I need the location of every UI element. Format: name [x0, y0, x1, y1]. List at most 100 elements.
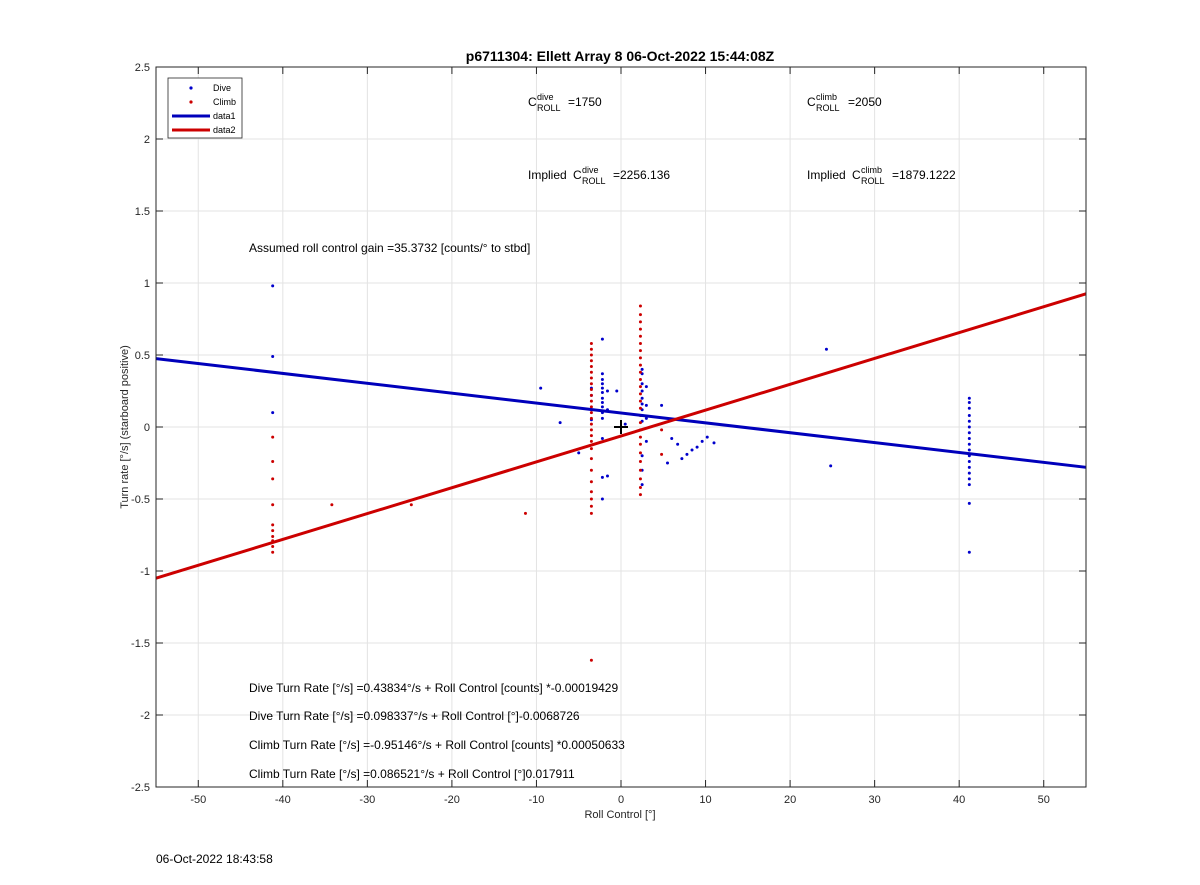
data-point [589, 341, 593, 345]
data-point [644, 385, 648, 389]
x-tick-label: -40 [275, 794, 291, 806]
data-point [695, 445, 699, 449]
data-point [712, 441, 716, 445]
y-tick-label: 1.5 [135, 206, 150, 218]
x-tick-label: 30 [869, 794, 881, 806]
data-point [589, 353, 593, 357]
data-point [271, 284, 275, 288]
data-point [640, 389, 644, 393]
gain-annotation: Assumed roll control gain =35.3732 [coun… [249, 241, 530, 255]
data-point [638, 370, 642, 374]
c-sub: ROLL [816, 103, 840, 113]
legend-climb-marker [189, 100, 193, 104]
data-point [967, 465, 971, 469]
data-point [589, 434, 593, 438]
x-tick-label: -10 [529, 794, 545, 806]
series-dive [271, 284, 971, 554]
c-sup: dive [537, 92, 554, 102]
legend-climb-label: Climb [213, 97, 236, 107]
implied-climb-annotation: Implied C climb ROLL =1879.1222 [807, 165, 956, 186]
data-point [638, 341, 642, 345]
data-point [589, 457, 593, 461]
data-point [638, 363, 642, 367]
data-point [660, 452, 664, 456]
data-point [638, 406, 642, 410]
data-point [600, 390, 604, 394]
data-point [589, 439, 593, 443]
data-point [640, 483, 644, 487]
data-point [666, 461, 669, 465]
data-point [660, 428, 664, 432]
data-point [829, 464, 833, 468]
data-point [623, 422, 627, 426]
y-tick-label: -1 [140, 566, 150, 578]
data-point [638, 304, 642, 308]
data-point [589, 490, 593, 494]
data-point [638, 385, 642, 389]
data-point [967, 442, 971, 446]
data-point [638, 320, 642, 324]
data-point [600, 475, 604, 479]
timestamp: 06-Oct-2022 18:43:58 [156, 852, 273, 866]
data-point [967, 460, 971, 464]
data-point [640, 367, 644, 371]
data-point [638, 377, 642, 381]
x-tick-label: 50 [1038, 794, 1050, 806]
data-point [640, 382, 644, 386]
y-tick-label: -1.5 [131, 638, 150, 650]
data-point [600, 401, 604, 405]
data-point [589, 447, 593, 451]
c-climb-annotation: C climb ROLL =2050 [807, 92, 882, 113]
data-point [690, 448, 694, 452]
y-tick-label: -2 [140, 710, 150, 722]
c-symbol: C [528, 95, 537, 109]
data-point [589, 497, 593, 501]
data-point [271, 411, 275, 415]
x-tick-label: 0 [618, 794, 624, 806]
data-point [589, 365, 593, 369]
x-tick-label: -50 [190, 794, 206, 806]
c-sub: ROLL [537, 103, 561, 113]
data-point [615, 389, 619, 393]
data-point [640, 454, 644, 458]
data-point [638, 392, 642, 396]
series-climb [271, 304, 664, 662]
data-point [967, 501, 971, 505]
data-point [600, 416, 604, 420]
data-point [638, 477, 642, 481]
data-point [589, 393, 593, 397]
data-point [589, 416, 593, 420]
data-point [589, 658, 593, 662]
legend-box [167, 77, 243, 139]
data-point [638, 485, 642, 489]
legend-dive-label: Dive [213, 83, 231, 93]
data-point [409, 503, 413, 507]
data-point [967, 550, 971, 554]
c-sub: ROLL [861, 176, 885, 186]
data-point [589, 370, 593, 374]
implied-dive-annotation: Implied C dive ROLL =2256.136 [528, 165, 670, 186]
y-tick-label: 1 [144, 278, 150, 290]
data-point [271, 550, 275, 554]
legend-data2-label: data2 [213, 125, 236, 135]
y-tick-label: 0 [144, 422, 150, 434]
c-symbol: C [852, 168, 861, 182]
x-tick-label: -20 [444, 794, 460, 806]
data-point [589, 399, 593, 403]
data-point [638, 334, 642, 338]
data-point [589, 511, 593, 515]
data-point [638, 451, 642, 455]
data-point [589, 388, 593, 392]
y-axis-label: Turn rate [°/s] (starboard positive) [119, 345, 131, 509]
data-point [660, 403, 664, 407]
legend: Dive Climb data1 data2 [167, 77, 243, 139]
data-point [271, 503, 275, 507]
data-point [330, 503, 334, 507]
data-point [600, 386, 604, 390]
data-point [638, 356, 642, 360]
data-point [705, 435, 709, 439]
c-sup: climb [861, 165, 882, 175]
axis-ticks: -50 -40 -30 -20 -10 0 10 20 30 40 50-2.5-2-1.5-1-0… [131, 62, 1086, 806]
c-value: =1879.1222 [892, 168, 956, 182]
